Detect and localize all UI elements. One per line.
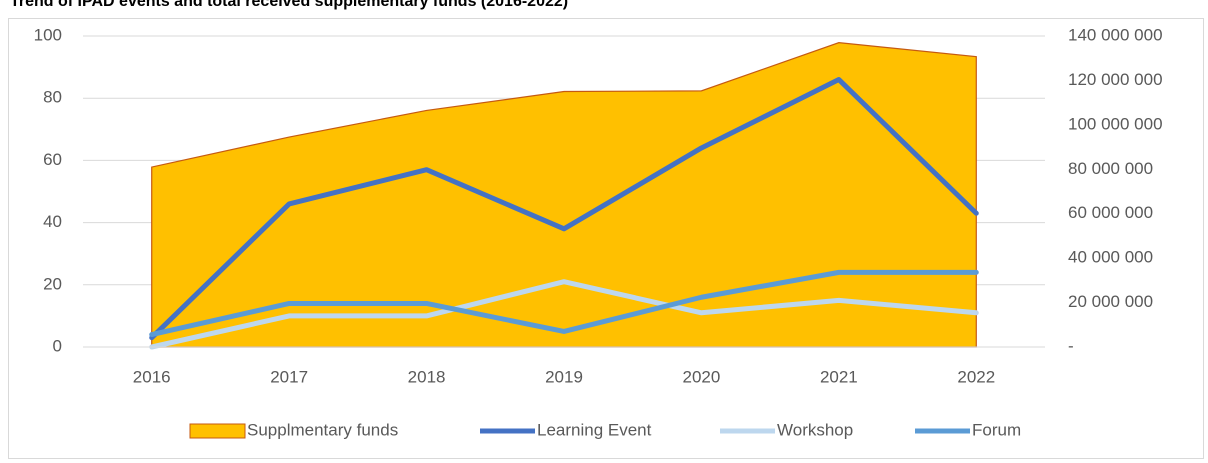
x-tick-label: 2018	[408, 367, 446, 386]
x-tick-label: 2016	[133, 367, 171, 386]
y2-tick-label: 120 000 000	[1068, 70, 1163, 89]
y2-tick-label: 100 000 000	[1068, 114, 1163, 133]
y2-tick-label: 80 000 000	[1068, 159, 1153, 178]
x-tick-label: 2021	[820, 367, 858, 386]
x-tick-label: 2017	[270, 367, 308, 386]
chart-title: Trend of IPAD events and total received …	[10, 0, 568, 10]
x-tick-label: 2022	[957, 367, 995, 386]
line	[149, 279, 979, 350]
y-tick-label: 20	[43, 274, 62, 293]
y-tick-label: 40	[43, 212, 62, 231]
y2-tick-label: 20 000 000	[1068, 292, 1153, 311]
x-tick-label: 2020	[683, 367, 721, 386]
x-tick-label: 2019	[545, 367, 583, 386]
y-tick-label: 0	[53, 336, 62, 355]
y2-tick-label: -	[1068, 336, 1074, 355]
legend-swatch	[189, 423, 246, 439]
area	[151, 42, 977, 348]
legend-label: Learning Event	[537, 420, 652, 439]
y-tick-label: 100	[34, 25, 62, 44]
y2-tick-label: 140 000 000	[1068, 25, 1163, 44]
y2-tick-label: 40 000 000	[1068, 248, 1153, 267]
line	[149, 269, 979, 338]
legend-label: Forum	[972, 420, 1021, 439]
y-tick-label: 80	[43, 88, 62, 107]
line	[149, 77, 979, 341]
legend-label: Workshop	[777, 420, 853, 439]
legend-label: Supplmentary funds	[247, 420, 398, 439]
y-tick-label: 60	[43, 150, 62, 169]
y2-tick-label: 60 000 000	[1068, 203, 1153, 222]
chart-frame	[8, 18, 1204, 459]
